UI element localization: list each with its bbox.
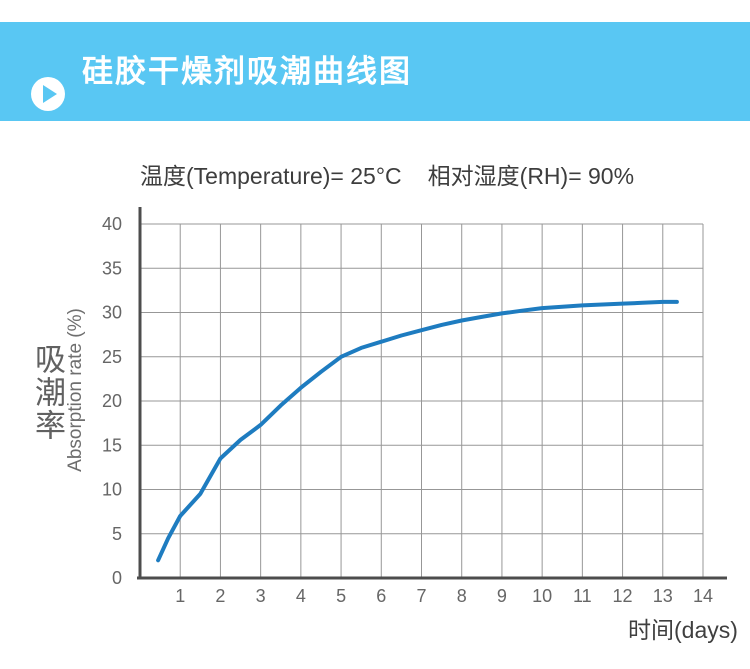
y-axis-tick-labels: 0 5 10 15 20 25 30 35 40 [102,214,122,588]
svg-text:6: 6 [376,586,386,606]
svg-text:7: 7 [416,586,426,606]
svg-text:13: 13 [653,586,673,606]
play-triangle-icon [43,85,57,103]
svg-text:5: 5 [336,586,346,606]
page-title: 硅胶干燥剂吸潮曲线图 [82,54,412,89]
svg-text:5: 5 [112,524,122,544]
svg-text:10: 10 [102,480,122,500]
x-axis-title: 时间(days) [628,617,738,643]
svg-text:30: 30 [102,303,122,323]
svg-text:9: 9 [497,586,507,606]
svg-text:35: 35 [102,258,122,278]
svg-text:25: 25 [102,347,122,367]
svg-text:1: 1 [175,586,185,606]
svg-text:8: 8 [457,586,467,606]
chart-conditions: 温度(Temperature)= 25°C 相对湿度(RH)= 90% [140,157,634,191]
svg-text:40: 40 [102,214,122,234]
svg-text:20: 20 [102,391,122,411]
play-icon [31,77,65,111]
chart-grid [140,223,704,578]
temperature-condition: 温度(Temperature)= 25°C [140,163,402,189]
header-banner: 硅胶干燥剂吸潮曲线图 [0,22,750,121]
svg-text:14: 14 [693,586,713,606]
humidity-condition: 相对湿度(RH)= 90% [427,163,635,189]
svg-text:3: 3 [256,586,266,606]
absorption-curve [156,299,679,563]
y-axis-title-chinese: 吸潮率 [30,343,65,442]
svg-text:4: 4 [296,586,306,606]
svg-text:2: 2 [215,586,225,606]
svg-text:15: 15 [102,435,122,455]
svg-text:10: 10 [532,586,552,606]
svg-text:12: 12 [613,586,633,606]
svg-text:0: 0 [112,568,122,588]
x-axis-tick-labels: 1 2 3 4 5 6 7 8 9 10 11 12 13 14 [175,586,713,606]
svg-text:11: 11 [573,586,592,606]
chart-axes [137,207,727,580]
